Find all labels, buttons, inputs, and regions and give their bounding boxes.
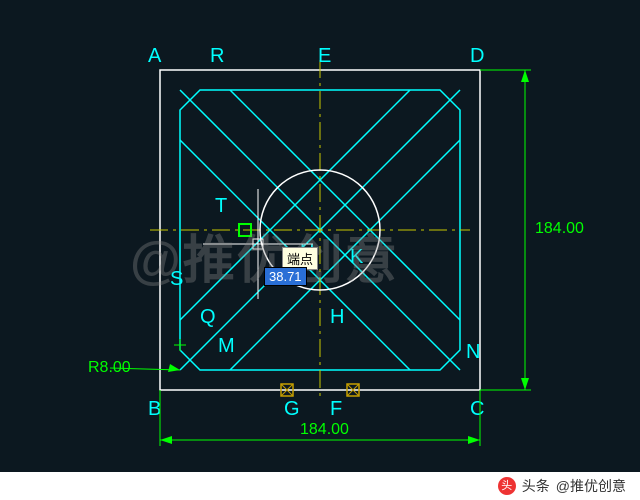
point-label: B (148, 398, 161, 420)
vdim-value: 184.00 (535, 220, 584, 237)
source-logo-icon: 头 (498, 477, 516, 495)
point-label: N (466, 341, 480, 363)
osnap-tooltip-text: 端点 (287, 252, 313, 267)
point-label: S (170, 268, 183, 290)
point-label: K (350, 246, 364, 268)
point-label: A (148, 45, 162, 67)
attribution-bar: 头 头条 @推优创意 (0, 472, 640, 500)
dynamic-input-value: 38.71 (269, 269, 302, 284)
hdim-value: 184.00 (300, 421, 349, 438)
dynamic-input[interactable]: 38.71 (264, 267, 307, 286)
point-label: R (210, 45, 224, 67)
point-label: H (330, 306, 344, 328)
radius-value: R8.00 (88, 359, 131, 376)
source-label: 头条 (522, 476, 550, 496)
drawing-canvas[interactable]: AREDTUKSQMHNBGFC184.00184.00R8.00 (0, 0, 640, 500)
point-label: M (218, 335, 235, 357)
point-label: T (215, 195, 227, 217)
point-label: F (330, 398, 342, 420)
point-label: E (318, 45, 331, 67)
author-label: @推优创意 (556, 476, 626, 496)
point-label: Q (200, 306, 216, 328)
point-label: D (470, 45, 484, 67)
cad-viewport[interactable]: AREDTUKSQMHNBGFC184.00184.00R8.00 @推优创意 … (0, 0, 640, 500)
point-label: G (284, 398, 300, 420)
point-label: C (470, 398, 484, 420)
